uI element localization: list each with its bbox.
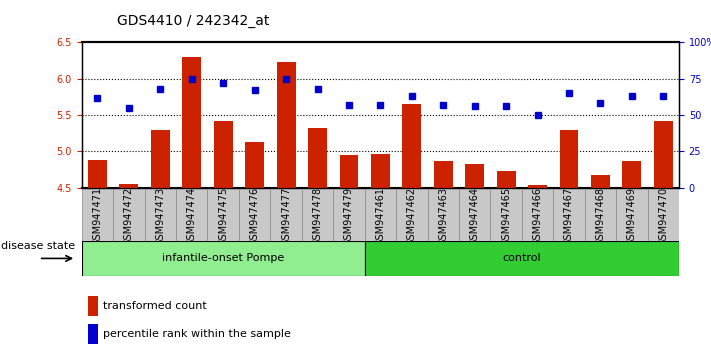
Bar bbox=[333, 189, 365, 244]
Bar bbox=[87, 324, 99, 344]
Text: GSM947479: GSM947479 bbox=[344, 187, 354, 246]
Text: GDS4410 / 242342_at: GDS4410 / 242342_at bbox=[117, 14, 269, 28]
Text: percentile rank within the sample: percentile rank within the sample bbox=[102, 330, 291, 339]
Bar bbox=[239, 189, 270, 244]
Bar bbox=[497, 171, 515, 188]
Bar bbox=[591, 175, 610, 188]
Text: GSM947464: GSM947464 bbox=[470, 187, 480, 246]
Text: GSM947471: GSM947471 bbox=[92, 187, 102, 246]
Text: GSM947473: GSM947473 bbox=[155, 187, 166, 246]
Text: GSM947463: GSM947463 bbox=[438, 187, 448, 246]
Bar bbox=[82, 241, 365, 276]
Bar bbox=[176, 189, 208, 244]
Bar bbox=[151, 130, 170, 188]
Bar bbox=[144, 189, 176, 244]
Text: GSM947474: GSM947474 bbox=[187, 187, 197, 246]
Text: infantile-onset Pompe: infantile-onset Pompe bbox=[162, 253, 284, 263]
Bar bbox=[427, 189, 459, 244]
Bar bbox=[245, 142, 264, 188]
Bar bbox=[371, 154, 390, 188]
Bar bbox=[277, 62, 296, 188]
Bar bbox=[208, 189, 239, 244]
Text: transformed count: transformed count bbox=[102, 301, 206, 311]
Bar bbox=[654, 121, 673, 188]
Bar bbox=[434, 161, 453, 188]
Bar bbox=[119, 184, 139, 188]
Bar bbox=[365, 189, 396, 244]
Text: GSM947475: GSM947475 bbox=[218, 187, 228, 246]
Bar bbox=[88, 160, 107, 188]
Text: GSM947467: GSM947467 bbox=[564, 187, 574, 246]
Bar bbox=[553, 189, 584, 244]
Text: GSM947470: GSM947470 bbox=[658, 187, 668, 246]
Bar bbox=[491, 189, 522, 244]
Bar bbox=[87, 296, 99, 316]
Text: GSM947461: GSM947461 bbox=[375, 187, 385, 246]
Text: GSM947468: GSM947468 bbox=[595, 187, 606, 246]
Text: disease state: disease state bbox=[1, 241, 75, 251]
Text: GSM947465: GSM947465 bbox=[501, 187, 511, 246]
Bar bbox=[270, 189, 301, 244]
Bar bbox=[616, 189, 648, 244]
Bar bbox=[113, 189, 144, 244]
Bar bbox=[459, 189, 491, 244]
Bar bbox=[182, 57, 201, 188]
Text: GSM947472: GSM947472 bbox=[124, 187, 134, 246]
Text: GSM947466: GSM947466 bbox=[533, 187, 542, 246]
Bar bbox=[560, 130, 579, 188]
Text: GSM947478: GSM947478 bbox=[313, 187, 323, 246]
Bar bbox=[214, 121, 232, 188]
Bar bbox=[396, 189, 427, 244]
Text: control: control bbox=[503, 253, 541, 263]
Text: GSM947476: GSM947476 bbox=[250, 187, 260, 246]
Bar bbox=[528, 185, 547, 188]
Bar bbox=[308, 128, 327, 188]
Bar bbox=[522, 189, 553, 244]
Bar bbox=[340, 155, 358, 188]
Bar bbox=[82, 189, 113, 244]
Bar bbox=[402, 104, 421, 188]
Bar bbox=[622, 161, 641, 188]
Text: GSM947462: GSM947462 bbox=[407, 187, 417, 246]
Text: GSM947477: GSM947477 bbox=[281, 187, 291, 246]
Bar bbox=[648, 189, 679, 244]
Text: GSM947469: GSM947469 bbox=[627, 187, 637, 246]
Bar bbox=[465, 164, 484, 188]
Bar bbox=[365, 241, 679, 276]
Bar bbox=[301, 189, 333, 244]
Bar bbox=[584, 189, 616, 244]
